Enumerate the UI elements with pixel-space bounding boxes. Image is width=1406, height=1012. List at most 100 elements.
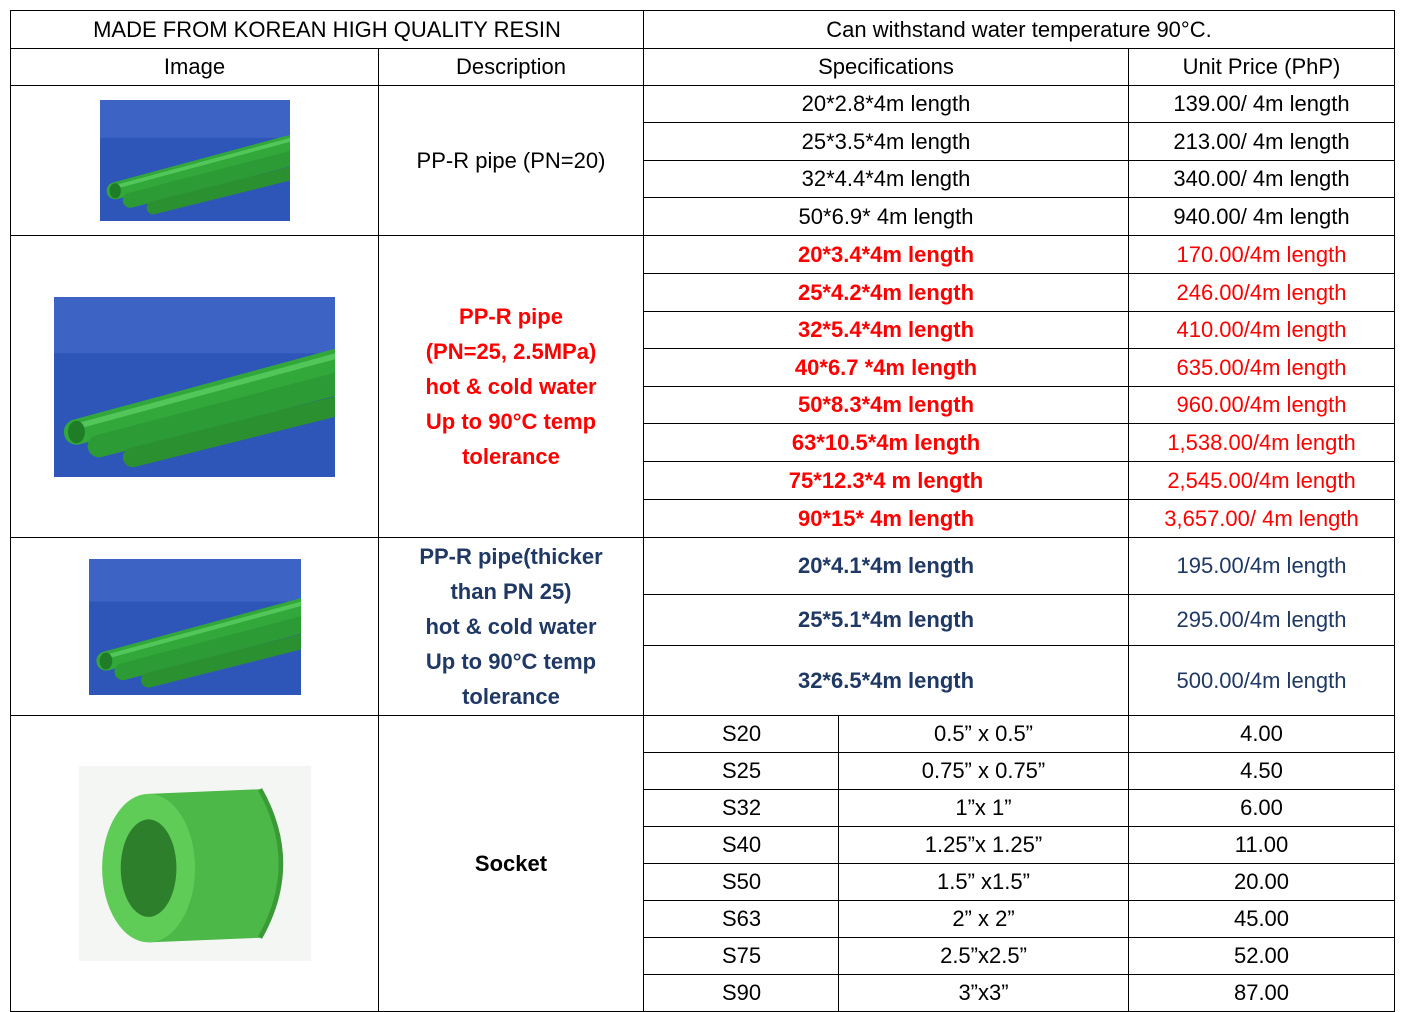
- unit-price: 340.00/ 4m length: [1128, 160, 1395, 198]
- description-line: PP-R pipe: [459, 304, 563, 329]
- item-code: S20: [643, 715, 839, 753]
- unit-price: 2,545.00/4m length: [1128, 461, 1395, 500]
- table-row: 32*4.4*4m length 340.00/ 4m length: [11, 160, 1395, 198]
- item-size: 1.5” x1.5”: [838, 863, 1129, 901]
- unit-price: 170.00/4m length: [1128, 235, 1395, 274]
- description-line: Up to 90°C temp: [425, 649, 597, 674]
- specification: 63*10.5*4m length: [643, 423, 1129, 462]
- table-row: Socket S20 0.5” x 0.5” 4.00: [10, 715, 1395, 1012]
- specification: 75*12.3*4 m length: [643, 461, 1129, 500]
- unit-price: 295.00/4m length: [1128, 594, 1395, 646]
- image-cell: [10, 85, 379, 236]
- column-header: Unit Price (PhP): [1128, 48, 1395, 86]
- banner-left: MADE FROM KOREAN HIGH QUALITY RESIN: [10, 10, 644, 49]
- table-row: 75*12.3*4 m length 2,545.00/4m length: [11, 461, 1395, 500]
- pipe-photo: [88, 558, 301, 695]
- specification: 32*5.4*4m length: [643, 311, 1129, 349]
- pipe-photo: [54, 296, 335, 477]
- item-code: S90: [643, 974, 839, 1012]
- table-row: S32 1”x 1” 6.00: [11, 789, 1395, 827]
- table-row: 25*4.2*4m length 246.00/4m length: [11, 273, 1395, 312]
- description-line: Up to 90°C temp: [425, 409, 597, 434]
- column-header: Specifications: [643, 48, 1129, 86]
- unit-price: 6.00: [1128, 789, 1395, 827]
- specification: 32*4.4*4m length: [643, 160, 1129, 198]
- image-cell: [10, 235, 379, 538]
- table-row: 32*5.4*4m length 410.00/4m length: [11, 311, 1395, 349]
- description: PP-R pipe (PN=25, 2.5MPa) hot & cold water…: [378, 235, 644, 538]
- column-header: Image: [10, 48, 379, 86]
- image-cell: [10, 715, 379, 1012]
- table-row: 90*15* 4m length 3,657.00/ 4m length: [11, 499, 1395, 538]
- item-size: 2” x 2”: [838, 900, 1129, 938]
- item-code: S25: [643, 752, 839, 790]
- specification: 32*6.5*4m length: [643, 645, 1129, 716]
- table-row: S90 3”x3” 87.00: [11, 974, 1395, 1012]
- table-row: 32*6.5*4m length 500.00/4m length: [11, 645, 1395, 716]
- unit-price: 45.00: [1128, 900, 1395, 938]
- table-row: S63 2” x 2” 45.00: [11, 900, 1395, 938]
- description-line: tolerance: [462, 684, 560, 709]
- table-row: PP-R pipe(thicker than PN 25) hot & cold w…: [10, 537, 1395, 716]
- socket-photo: [78, 766, 311, 961]
- image-cell: [10, 537, 379, 716]
- unit-price: 410.00/4m length: [1128, 311, 1395, 349]
- table-row: 63*10.5*4m length 1,538.00/4m length: [11, 423, 1395, 462]
- description-line: hot & cold water: [425, 374, 597, 399]
- unit-price: 4.00: [1128, 715, 1395, 753]
- item-size: 0.5” x 0.5”: [838, 715, 1129, 753]
- unit-price: 195.00/4m length: [1128, 537, 1395, 595]
- specification: 25*3.5*4m length: [643, 122, 1129, 161]
- unit-price: 940.00/ 4m length: [1128, 197, 1395, 236]
- unit-price: 1,538.00/4m length: [1128, 423, 1395, 462]
- table-row: 50*8.3*4m length 960.00/4m length: [11, 386, 1395, 424]
- description: Socket: [378, 715, 644, 1012]
- description-line: (PN=25, 2.5MPa): [425, 339, 597, 364]
- specification: 50*8.3*4m length: [643, 386, 1129, 424]
- unit-price: 20.00: [1128, 863, 1395, 901]
- unit-price: 52.00: [1128, 937, 1395, 975]
- unit-price: 500.00/4m length: [1128, 645, 1395, 716]
- table-row: PP-R pipe (PN=25, 2.5MPa) hot & cold water…: [10, 235, 1395, 538]
- table-row: PP-R pipe (PN=20) 20*2.8*4m length 139.00/…: [10, 85, 1395, 236]
- price-table: MADE FROM KOREAN HIGH QUALITY RESIN Can …: [10, 10, 1395, 1012]
- item-code: S40: [643, 826, 839, 864]
- specification: 90*15* 4m length: [643, 499, 1129, 538]
- table-row: S25 0.75” x 0.75” 4.50: [11, 752, 1395, 790]
- specification: 20*2.8*4m length: [643, 85, 1129, 123]
- unit-price: 246.00/4m length: [1128, 273, 1395, 312]
- specification: 20*4.1*4m length: [643, 537, 1129, 595]
- table-row: S75 2.5”x2.5” 52.00: [11, 937, 1395, 975]
- item-code: S32: [643, 789, 839, 827]
- table-row: S40 1.25”x 1.25” 11.00: [11, 826, 1395, 864]
- description: PP-R pipe (PN=20): [378, 85, 644, 236]
- table-row: 40*6.7 *4m length 635.00/4m length: [11, 348, 1395, 387]
- specification: 20*3.4*4m length: [643, 235, 1129, 274]
- item-size: 0.75” x 0.75”: [838, 752, 1129, 790]
- unit-price: 635.00/4m length: [1128, 348, 1395, 387]
- unit-price: 213.00/ 4m length: [1128, 122, 1395, 161]
- item-code: S50: [643, 863, 839, 901]
- pipe-photo: [99, 100, 290, 221]
- item-size: 2.5”x2.5”: [838, 937, 1129, 975]
- description-line: Socket: [474, 851, 548, 876]
- unit-price: 960.00/4m length: [1128, 386, 1395, 424]
- specification: 25*4.2*4m length: [643, 273, 1129, 312]
- description-line: tolerance: [462, 444, 560, 469]
- description-line: hot & cold water: [425, 614, 597, 639]
- unit-price: 4.50: [1128, 752, 1395, 790]
- specification: 40*6.7 *4m length: [643, 348, 1129, 387]
- description: PP-R pipe(thicker than PN 25) hot & cold w…: [378, 537, 644, 716]
- description-line: PP-R pipe (PN=20): [416, 148, 606, 173]
- description-line: than PN 25): [450, 579, 572, 604]
- column-header: Description: [378, 48, 644, 86]
- unit-price: 11.00: [1128, 826, 1395, 864]
- unit-price: 3,657.00/ 4m length: [1128, 499, 1395, 538]
- item-size: 1”x 1”: [838, 789, 1129, 827]
- unit-price: 87.00: [1128, 974, 1395, 1012]
- banner-right: Can withstand water temperature 90°C.: [643, 10, 1395, 49]
- item-code: S63: [643, 900, 839, 938]
- specification: 25*5.1*4m length: [643, 594, 1129, 646]
- item-size: 1.25”x 1.25”: [838, 826, 1129, 864]
